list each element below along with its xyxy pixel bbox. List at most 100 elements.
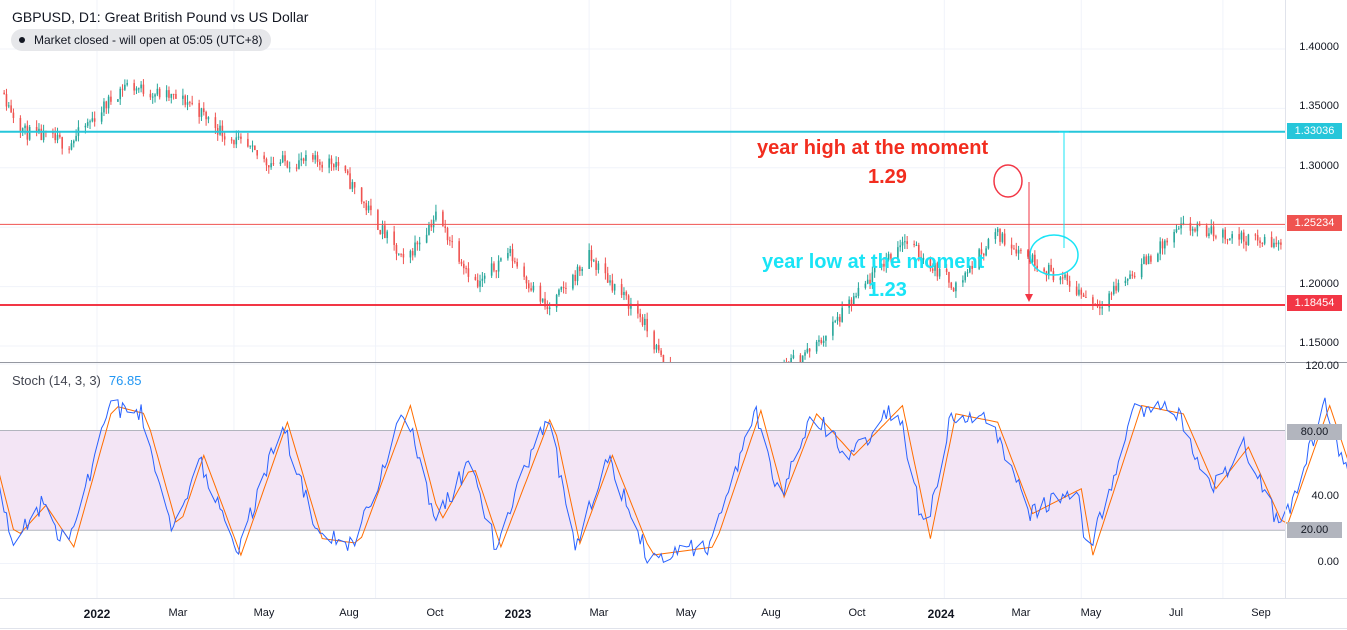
candle-body — [885, 259, 888, 267]
chart-title: GBPUSD, D1: Great British Pound vs US Do… — [12, 9, 309, 25]
candle-body — [679, 390, 681, 402]
candle-body — [442, 211, 444, 227]
candle-body — [256, 150, 258, 156]
candle-body — [91, 118, 94, 122]
candle-body — [558, 289, 560, 295]
year-low-text: year low at the moment — [762, 251, 985, 273]
stoch-legend[interactable]: Stoch (14, 3, 3) 76.85 — [12, 373, 141, 388]
candle-body — [1259, 240, 1261, 243]
candle-body — [969, 265, 971, 273]
candle-body — [353, 182, 356, 188]
stoch-k-line — [0, 397, 1347, 565]
candle-body — [1078, 289, 1080, 295]
candle-body — [72, 140, 75, 144]
horizontal-levels[interactable] — [0, 130, 1285, 306]
year-high-circle — [993, 164, 1023, 198]
candle-body — [1080, 289, 1083, 295]
candle-body — [321, 164, 323, 168]
candle-body — [686, 401, 688, 403]
candle-body — [1270, 236, 1273, 248]
time-tick: 2024 — [927, 607, 955, 621]
candle-body — [467, 268, 470, 277]
candle-body — [1173, 231, 1175, 243]
candle-body — [432, 219, 435, 228]
candle-body — [54, 133, 57, 141]
candle-body — [948, 271, 950, 283]
candle-body — [548, 307, 551, 310]
candle-body — [913, 243, 915, 246]
candle-body — [205, 111, 207, 120]
price-tick: 1.40000 — [1299, 41, 1339, 53]
candle-body — [1329, 210, 1331, 211]
candle-body — [1015, 249, 1018, 254]
candle-body — [996, 228, 999, 233]
candle-body — [1166, 240, 1168, 243]
candle-body — [449, 240, 451, 242]
candle-body — [428, 224, 430, 235]
candle-body — [873, 267, 876, 273]
candle-body — [1129, 274, 1131, 279]
candle-body — [367, 205, 370, 211]
stoch-band-tag: 80.00 — [1287, 424, 1342, 440]
candle-body — [462, 263, 465, 269]
candle-body — [904, 241, 906, 243]
candle-body — [620, 284, 623, 296]
candle-body — [1245, 241, 1247, 246]
candle-body — [1064, 274, 1066, 278]
candle-body — [530, 288, 532, 291]
candle-body — [495, 270, 498, 272]
candle-body — [760, 384, 762, 388]
candle-body — [804, 352, 806, 356]
time-tick: Mar — [589, 607, 609, 619]
candle-body — [119, 88, 122, 100]
candle-body — [1061, 277, 1064, 279]
candle-body — [1280, 242, 1282, 245]
candle-body — [414, 242, 416, 256]
candle-body — [985, 248, 987, 256]
candle-body — [929, 257, 932, 269]
time-tick: Oct — [426, 607, 444, 619]
candle-body — [1210, 226, 1213, 234]
candle-body — [758, 384, 760, 389]
candle-body — [755, 389, 757, 404]
candle-body — [89, 121, 91, 123]
candle-body — [1277, 242, 1280, 245]
candle-body — [801, 355, 804, 362]
chart-drawings[interactable] — [993, 0, 1347, 630]
candle-body — [360, 187, 363, 202]
candle-body — [124, 84, 126, 90]
candle-body — [84, 125, 87, 128]
candle-body — [135, 88, 138, 91]
time-tick: Sep — [1251, 607, 1271, 619]
candle-body — [295, 167, 298, 169]
candle-body — [836, 316, 839, 321]
candle-body — [158, 88, 161, 98]
candle-body — [562, 287, 565, 289]
candle-body — [1099, 306, 1101, 309]
candle-body — [202, 108, 205, 112]
candle-body — [379, 229, 382, 235]
candle-body — [1343, 189, 1345, 198]
candle-body — [1345, 190, 1347, 198]
red-arrowhead — [1025, 294, 1033, 302]
candle-body — [790, 358, 792, 362]
candle-body — [1020, 249, 1022, 251]
candle-body — [514, 261, 516, 263]
candle-body — [1189, 222, 1192, 231]
candle-body — [1205, 225, 1208, 237]
candle-body — [1263, 236, 1266, 244]
candle-body — [198, 103, 200, 117]
candle-body — [604, 263, 607, 274]
candle-body — [328, 158, 330, 168]
candle-body — [767, 380, 769, 388]
candle-body — [70, 143, 73, 150]
candle-body — [955, 282, 957, 292]
candle-body — [560, 287, 563, 290]
candle-body — [1117, 282, 1120, 291]
candle-body — [595, 260, 597, 270]
candle-body — [474, 276, 477, 281]
candle-body — [247, 138, 249, 147]
candle-body — [1224, 229, 1227, 240]
